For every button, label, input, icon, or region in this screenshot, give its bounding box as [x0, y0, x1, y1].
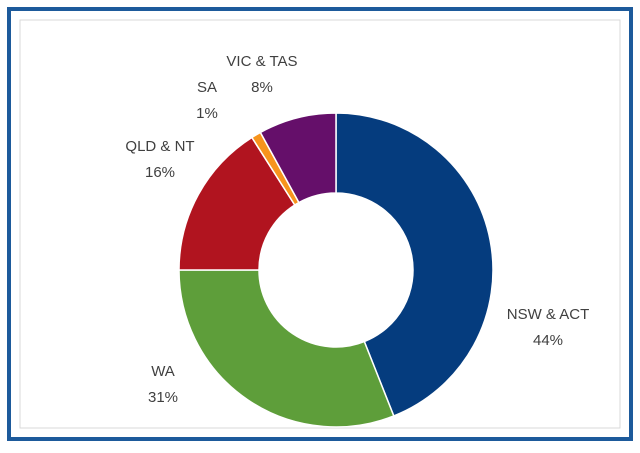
plot-frame — [19, 19, 621, 429]
donut-segment — [178, 269, 395, 428]
category-label: VIC & TAS — [226, 53, 297, 70]
value-label: 16% — [145, 164, 175, 181]
category-label: NSW & ACT — [507, 306, 590, 323]
category-label: QLD & NT — [125, 138, 194, 155]
value-label: 44% — [533, 332, 563, 349]
value-label: 31% — [148, 389, 178, 406]
category-label: SA — [197, 79, 217, 96]
value-label: 1% — [196, 105, 218, 122]
category-label: WA — [151, 363, 175, 380]
donut-segment — [335, 112, 494, 417]
donut-segment — [178, 136, 296, 271]
donut-segment — [259, 112, 337, 204]
value-label: 8% — [251, 79, 273, 96]
